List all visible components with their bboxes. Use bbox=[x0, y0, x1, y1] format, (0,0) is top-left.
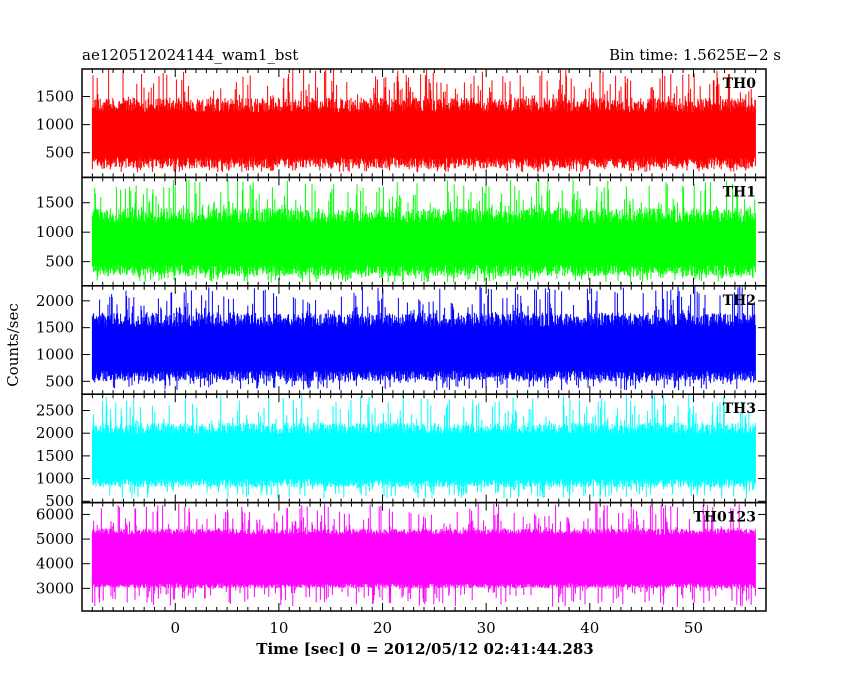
series-th3 bbox=[91, 394, 756, 499]
panel-label: TH3 bbox=[723, 401, 756, 417]
series-th0123 bbox=[91, 503, 756, 607]
y-tick-label: 500 bbox=[45, 144, 74, 162]
panel-label: TH0123 bbox=[693, 510, 756, 526]
y-tick-label: 1000 bbox=[36, 345, 74, 363]
y-tick-label: 2000 bbox=[36, 292, 74, 310]
chart-title-left: ae120512024144_wam1_bst bbox=[82, 46, 298, 64]
y-tick-label: 5000 bbox=[36, 530, 74, 548]
y-axis-label: Counts/sec bbox=[4, 303, 22, 387]
panel-label: TH0 bbox=[723, 76, 757, 92]
y-tick-label: 500 bbox=[45, 372, 74, 390]
y-tick-label: 1000 bbox=[36, 470, 74, 488]
panel-label: TH2 bbox=[723, 293, 756, 309]
x-axis-label: Time [sec] 0 = 2012/05/12 02:41:44.283 bbox=[256, 640, 593, 658]
panel-th3: 500 1000 1500 2000 2500 TH3 bbox=[36, 393, 767, 510]
y-tick-label: 1500 bbox=[36, 194, 74, 212]
panel-th0: 500 1000 1500 TH0 bbox=[36, 68, 767, 179]
y-tick-label: 4000 bbox=[36, 555, 74, 573]
chart-title-right: Bin time: 1.5625E−2 s bbox=[609, 46, 781, 64]
series-th1 bbox=[91, 179, 756, 283]
y-tick-label: 500 bbox=[45, 492, 74, 510]
x-tick-label: 0 bbox=[170, 619, 180, 637]
series-th2 bbox=[91, 286, 756, 391]
y-tick-label: 1000 bbox=[36, 116, 74, 134]
x-tick-label: 10 bbox=[269, 619, 288, 637]
x-tick-label: 50 bbox=[684, 619, 703, 637]
y-tick-label: 6000 bbox=[36, 505, 74, 523]
y-tick-label: 1500 bbox=[36, 88, 74, 106]
x-tick-label: 20 bbox=[373, 619, 392, 637]
y-tick-label: 1000 bbox=[36, 223, 74, 241]
panels: 50010001500TH050010001500TH1500100015002… bbox=[36, 68, 767, 637]
x-tick-label: 30 bbox=[477, 619, 496, 637]
series-th0 bbox=[91, 69, 756, 173]
y-tick-label: 1500 bbox=[36, 447, 74, 465]
panel-th2: 500 1000 1500 2000 TH2 bbox=[36, 285, 767, 395]
y-tick-label: 2000 bbox=[36, 424, 74, 442]
x-tick-label: 40 bbox=[580, 619, 599, 637]
panel-label: TH1 bbox=[723, 184, 756, 200]
y-tick-label: 2500 bbox=[36, 402, 74, 420]
y-tick-label: 1500 bbox=[36, 319, 74, 337]
panel-th0123: 3000 4000 5000 6000 TH0123 bbox=[36, 501, 767, 612]
y-tick-label: 3000 bbox=[36, 579, 74, 597]
y-tick-label: 500 bbox=[45, 253, 74, 271]
panel-th1: 500 1000 1500 TH1 bbox=[36, 176, 767, 287]
